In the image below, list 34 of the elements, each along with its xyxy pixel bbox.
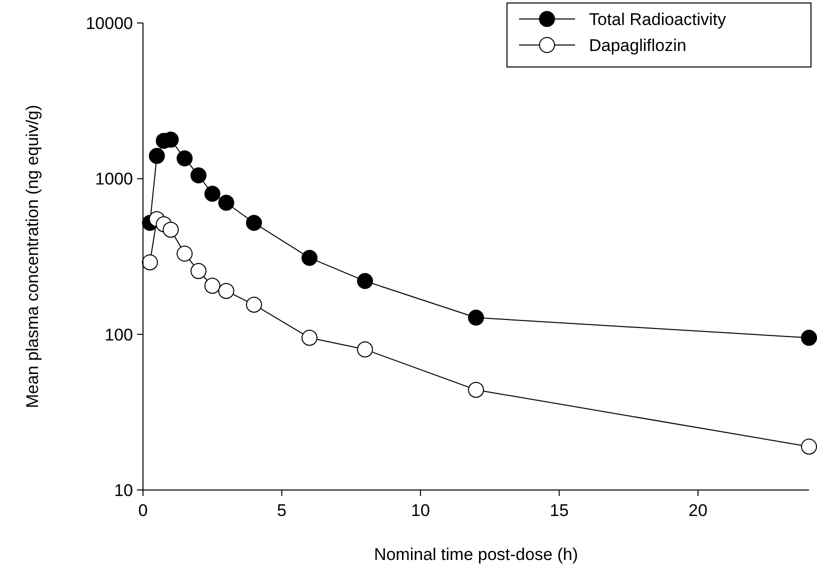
point: [246, 296, 262, 313]
point: [190, 263, 206, 280]
point: [246, 214, 262, 231]
point: [468, 310, 484, 326]
point: [162, 222, 179, 238]
point: [801, 438, 817, 455]
point: [148, 148, 165, 164]
x-tick-label: 0: [138, 501, 148, 520]
x-axis-title: Nominal time post-dose (h): [374, 545, 578, 564]
point: [142, 254, 158, 270]
point: [302, 330, 318, 346]
y-axis-title: Mean plasma concentration (ng equiv/g): [23, 104, 42, 408]
point: [176, 246, 193, 262]
y-tick-label: 10: [114, 481, 133, 500]
point: [218, 194, 234, 211]
x-tick-label: 10: [411, 501, 430, 520]
point: [204, 278, 220, 294]
point: [218, 282, 234, 299]
legend-label: Dapagliflozin: [589, 36, 686, 55]
x-tick-label: 20: [688, 501, 708, 520]
point: [468, 382, 484, 398]
x-tick-label: 15: [550, 501, 569, 520]
y-tick-label: 100: [104, 325, 133, 344]
point: [176, 150, 193, 166]
point: [357, 341, 373, 358]
x-tick-label: 5: [277, 501, 286, 520]
point: [190, 167, 206, 184]
point: [801, 330, 817, 346]
legend-label: Total Radioactivity: [589, 10, 727, 29]
y-tick-label: 1000: [95, 170, 133, 189]
y-tick-label: 10000: [86, 14, 133, 33]
point: [204, 186, 220, 202]
point: [357, 273, 373, 290]
point: [302, 250, 318, 266]
